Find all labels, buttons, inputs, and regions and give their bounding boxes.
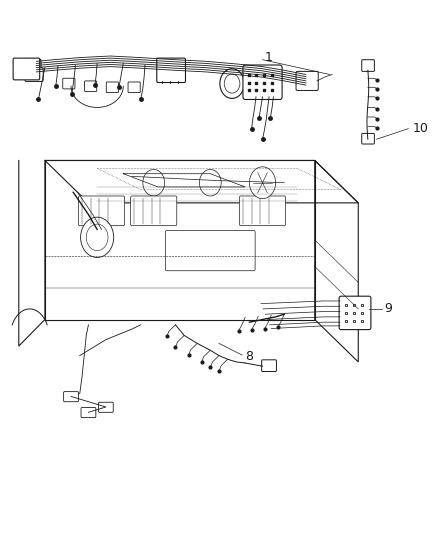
FancyBboxPatch shape (21, 63, 39, 77)
Circle shape (143, 169, 165, 196)
Circle shape (199, 169, 221, 196)
Text: 1: 1 (265, 51, 272, 63)
FancyBboxPatch shape (243, 65, 282, 100)
Text: 10: 10 (413, 122, 428, 135)
FancyBboxPatch shape (362, 133, 374, 144)
FancyBboxPatch shape (261, 360, 276, 372)
FancyBboxPatch shape (23, 59, 41, 73)
FancyBboxPatch shape (81, 408, 96, 418)
Circle shape (220, 69, 244, 99)
Circle shape (224, 74, 240, 93)
FancyBboxPatch shape (362, 60, 374, 71)
FancyBboxPatch shape (131, 196, 177, 225)
FancyBboxPatch shape (63, 78, 75, 89)
FancyBboxPatch shape (166, 230, 255, 271)
Circle shape (81, 217, 114, 257)
FancyBboxPatch shape (64, 392, 78, 402)
FancyBboxPatch shape (85, 81, 97, 92)
Circle shape (86, 224, 108, 251)
FancyBboxPatch shape (296, 71, 318, 91)
Circle shape (250, 167, 276, 199)
FancyBboxPatch shape (13, 58, 40, 80)
FancyBboxPatch shape (99, 402, 113, 413)
FancyBboxPatch shape (128, 82, 140, 93)
FancyBboxPatch shape (106, 82, 118, 93)
FancyBboxPatch shape (157, 58, 185, 83)
FancyBboxPatch shape (25, 68, 43, 82)
FancyBboxPatch shape (339, 296, 371, 329)
Text: 8: 8 (245, 350, 253, 363)
Text: 9: 9 (385, 302, 392, 316)
FancyBboxPatch shape (78, 196, 124, 225)
FancyBboxPatch shape (240, 196, 286, 225)
